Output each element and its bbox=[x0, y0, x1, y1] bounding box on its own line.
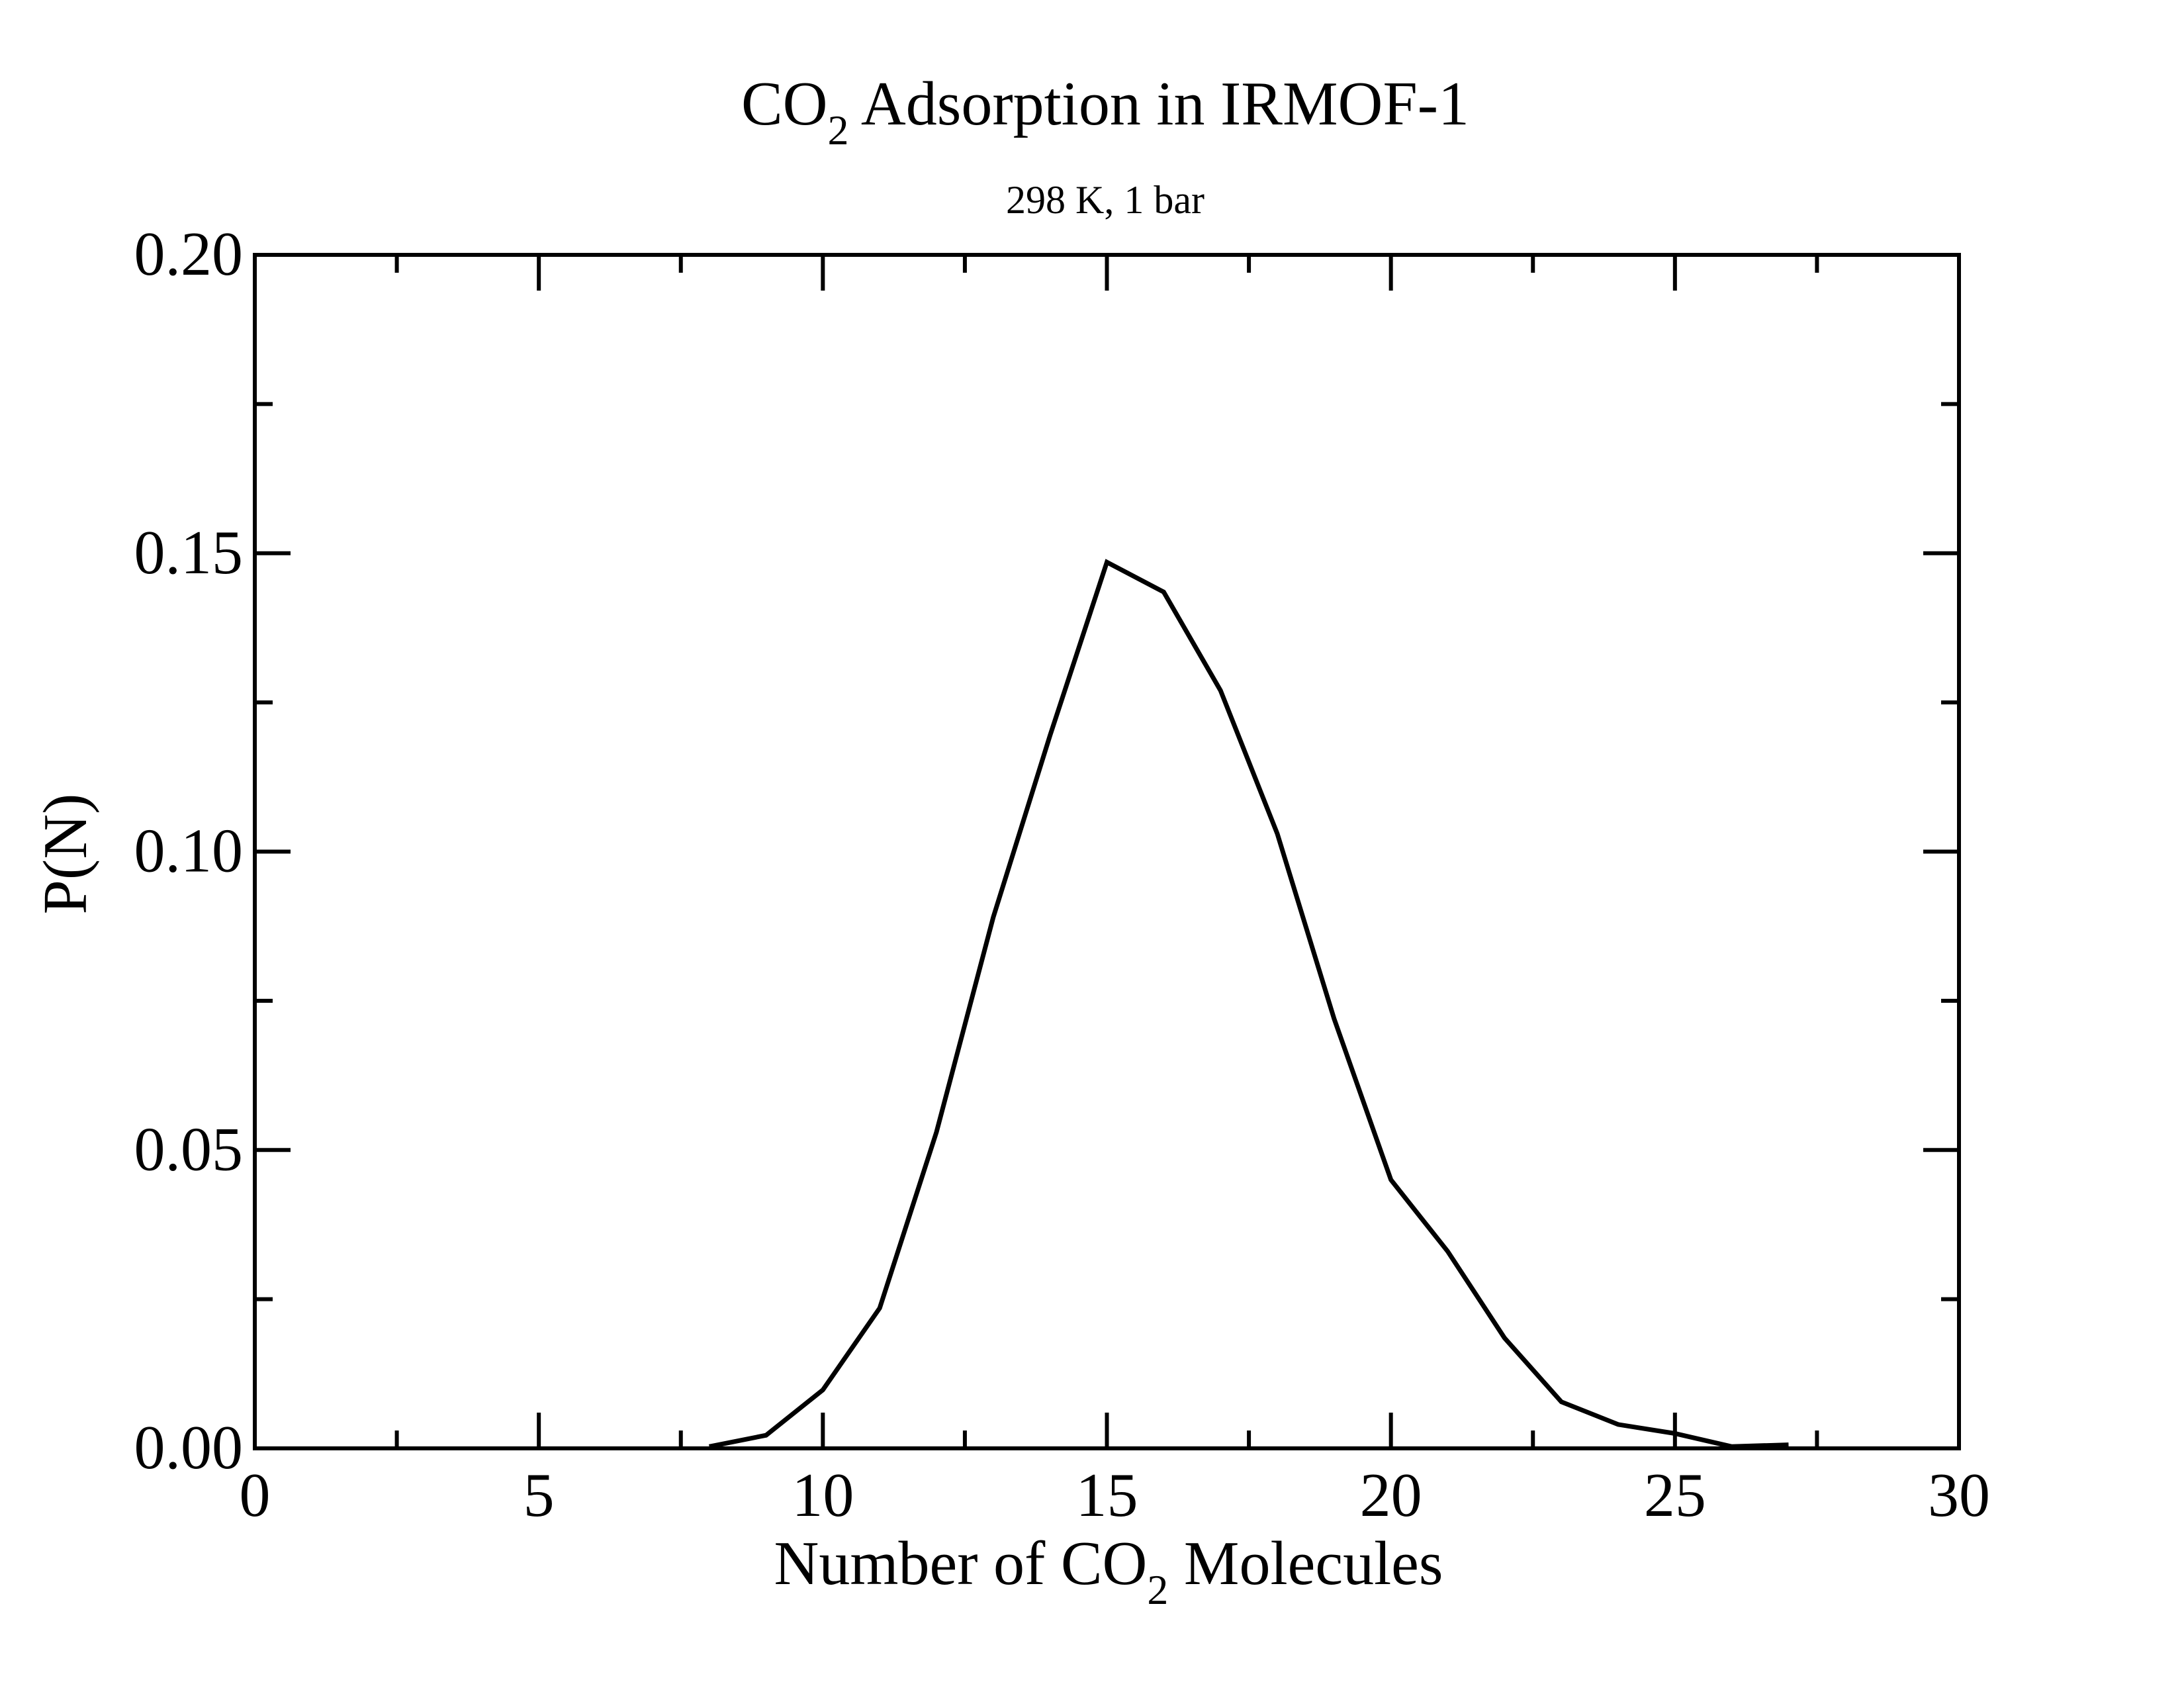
chart-subtitle: 298 K, 1 bar bbox=[1006, 178, 1205, 222]
y-tick-label: 0.00 bbox=[134, 1413, 244, 1482]
series-line bbox=[709, 559, 1789, 1449]
y-tick-label: 0.05 bbox=[134, 1115, 244, 1184]
x-tick-label: 0 bbox=[240, 1461, 271, 1530]
x-tick-label: 30 bbox=[1928, 1461, 1990, 1530]
y-tick-label: 0.15 bbox=[134, 518, 244, 587]
y-tick-label: 0.20 bbox=[134, 220, 244, 289]
x-axis-label: Number of CO2 Molecules bbox=[774, 1529, 1443, 1613]
x-tick-label: 10 bbox=[792, 1461, 854, 1530]
x-tick-label: 25 bbox=[1644, 1461, 1706, 1530]
plot-frame bbox=[253, 253, 1961, 1450]
x-tick-label: 5 bbox=[523, 1461, 555, 1530]
x-tick-label: 15 bbox=[1076, 1461, 1138, 1530]
chart-title: CO2 Adsorption in IRMOF-1 bbox=[741, 70, 1469, 154]
y-axis-label: P(N) bbox=[31, 794, 100, 915]
x-tick-label: 20 bbox=[1360, 1461, 1422, 1530]
y-tick-label: 0.10 bbox=[134, 817, 244, 886]
